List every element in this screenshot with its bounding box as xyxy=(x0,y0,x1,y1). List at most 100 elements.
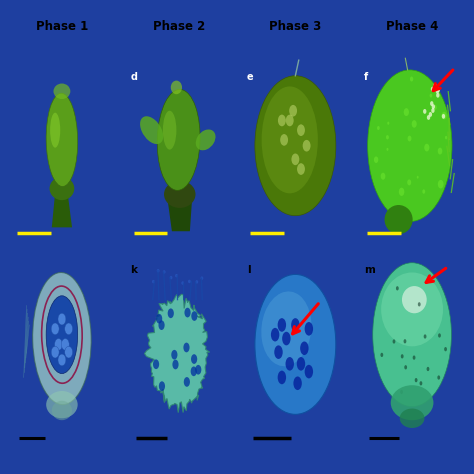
Ellipse shape xyxy=(415,378,418,382)
Ellipse shape xyxy=(428,112,432,117)
Ellipse shape xyxy=(51,346,59,358)
Ellipse shape xyxy=(58,313,66,325)
Ellipse shape xyxy=(403,207,406,210)
Ellipse shape xyxy=(191,366,197,376)
Ellipse shape xyxy=(430,101,433,106)
Ellipse shape xyxy=(152,280,155,283)
Ellipse shape xyxy=(403,339,406,344)
Ellipse shape xyxy=(201,276,203,280)
Ellipse shape xyxy=(303,140,310,152)
Ellipse shape xyxy=(65,323,73,335)
Ellipse shape xyxy=(46,296,78,374)
Ellipse shape xyxy=(305,322,313,336)
Ellipse shape xyxy=(188,280,191,283)
Ellipse shape xyxy=(424,144,429,152)
Ellipse shape xyxy=(46,93,78,187)
Text: Phase 4: Phase 4 xyxy=(386,20,438,33)
Ellipse shape xyxy=(164,181,195,208)
Ellipse shape xyxy=(387,122,389,125)
Ellipse shape xyxy=(157,269,160,273)
Ellipse shape xyxy=(278,318,286,332)
Ellipse shape xyxy=(289,105,297,117)
Ellipse shape xyxy=(300,341,309,355)
Ellipse shape xyxy=(441,112,447,119)
Ellipse shape xyxy=(261,292,311,366)
Ellipse shape xyxy=(54,83,70,99)
Text: e: e xyxy=(247,72,254,82)
Ellipse shape xyxy=(46,391,78,418)
Ellipse shape xyxy=(399,188,404,196)
Ellipse shape xyxy=(438,375,440,380)
Ellipse shape xyxy=(417,176,419,179)
Ellipse shape xyxy=(384,205,413,234)
Ellipse shape xyxy=(408,136,411,141)
Text: m: m xyxy=(364,264,374,274)
Ellipse shape xyxy=(424,334,427,338)
Ellipse shape xyxy=(171,350,177,360)
Ellipse shape xyxy=(255,274,336,414)
Ellipse shape xyxy=(431,108,435,113)
Ellipse shape xyxy=(418,302,420,307)
Ellipse shape xyxy=(55,338,63,350)
Ellipse shape xyxy=(157,90,200,191)
Ellipse shape xyxy=(286,115,294,126)
Ellipse shape xyxy=(175,274,178,277)
Ellipse shape xyxy=(373,263,451,407)
Ellipse shape xyxy=(396,286,399,291)
Ellipse shape xyxy=(153,359,159,369)
Ellipse shape xyxy=(262,86,318,193)
Ellipse shape xyxy=(402,286,427,313)
Text: l: l xyxy=(247,264,251,274)
Ellipse shape xyxy=(274,346,283,359)
Ellipse shape xyxy=(184,377,190,387)
Ellipse shape xyxy=(292,154,299,165)
Ellipse shape xyxy=(438,147,442,155)
Polygon shape xyxy=(145,294,210,413)
Ellipse shape xyxy=(386,135,389,139)
Ellipse shape xyxy=(437,87,440,92)
Ellipse shape xyxy=(434,105,437,110)
Ellipse shape xyxy=(381,353,383,357)
Ellipse shape xyxy=(52,401,72,420)
Ellipse shape xyxy=(419,381,422,385)
Ellipse shape xyxy=(400,390,403,394)
Ellipse shape xyxy=(377,126,380,130)
Ellipse shape xyxy=(433,83,437,88)
Ellipse shape xyxy=(410,76,413,82)
Ellipse shape xyxy=(427,367,429,371)
Ellipse shape xyxy=(195,365,201,374)
Text: k: k xyxy=(130,264,137,274)
Ellipse shape xyxy=(404,365,407,369)
Ellipse shape xyxy=(285,357,294,371)
Ellipse shape xyxy=(381,173,385,180)
Ellipse shape xyxy=(163,111,176,150)
Ellipse shape xyxy=(368,70,452,221)
Ellipse shape xyxy=(429,93,432,98)
Ellipse shape xyxy=(305,365,313,378)
Ellipse shape xyxy=(445,136,447,139)
Ellipse shape xyxy=(191,311,198,321)
Ellipse shape xyxy=(51,323,59,335)
Polygon shape xyxy=(167,198,192,231)
Text: Phase 1: Phase 1 xyxy=(36,20,88,33)
Ellipse shape xyxy=(191,354,197,364)
Ellipse shape xyxy=(398,205,401,210)
Ellipse shape xyxy=(163,270,165,273)
Ellipse shape xyxy=(158,320,164,330)
Ellipse shape xyxy=(422,189,425,194)
Ellipse shape xyxy=(413,356,416,360)
Ellipse shape xyxy=(58,354,66,366)
Ellipse shape xyxy=(381,273,443,346)
Ellipse shape xyxy=(50,177,74,200)
Ellipse shape xyxy=(407,179,411,185)
Ellipse shape xyxy=(391,385,433,420)
Ellipse shape xyxy=(436,93,439,98)
Text: f: f xyxy=(364,72,368,82)
Ellipse shape xyxy=(65,346,73,358)
Ellipse shape xyxy=(61,338,69,350)
Ellipse shape xyxy=(282,332,291,346)
Ellipse shape xyxy=(386,148,389,151)
Ellipse shape xyxy=(182,281,184,285)
Ellipse shape xyxy=(255,76,336,216)
Ellipse shape xyxy=(401,354,403,358)
